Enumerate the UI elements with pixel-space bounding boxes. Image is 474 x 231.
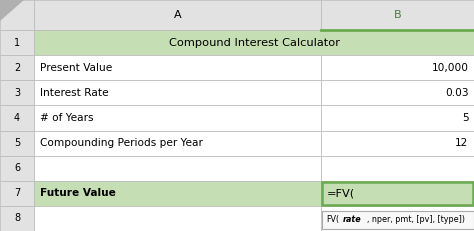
Bar [321,131,474,156]
Text: 8: 8 [14,213,20,223]
Text: Future Value: Future Value [40,188,116,198]
Text: 4: 4 [14,113,20,123]
Text: 10,000: 10,000 [431,63,468,73]
Bar [34,55,321,80]
Text: Compounding Periods per Year: Compounding Periods per Year [40,138,202,148]
Text: 7: 7 [14,188,20,198]
Bar [321,156,474,181]
Bar [0,181,34,206]
Bar [321,105,474,131]
Bar [321,0,474,30]
Bar [0,156,34,181]
Bar [34,131,321,156]
Text: # of Years: # of Years [40,113,93,123]
Text: B: B [393,10,401,20]
Bar [321,80,474,105]
Bar [0,80,34,105]
Bar [34,105,321,131]
Text: 0.03: 0.03 [445,88,468,98]
Bar [0,55,34,80]
Bar [34,80,321,105]
Bar [0,206,34,231]
Bar [321,206,474,231]
Text: Interest Rate: Interest Rate [40,88,108,98]
Text: =FV(: =FV( [327,188,355,198]
Text: FV(: FV( [326,216,339,225]
Text: 3: 3 [14,88,20,98]
Bar [0,30,34,55]
Text: 2: 2 [14,63,20,73]
Text: , nper, pmt, [pv], [type]): , nper, pmt, [pv], [type]) [367,216,465,225]
Text: 12: 12 [455,138,468,148]
Bar [34,30,474,55]
Bar [34,206,321,231]
Text: 6: 6 [14,163,20,173]
Text: Compound Interest Calculator: Compound Interest Calculator [169,38,339,48]
Bar [0,131,34,156]
Bar [34,156,321,181]
Bar [322,182,473,205]
Polygon shape [0,0,24,21]
Bar [0,0,34,30]
Text: 1: 1 [14,38,20,48]
FancyBboxPatch shape [322,211,474,229]
Text: rate: rate [343,216,361,225]
Text: Present Value: Present Value [40,63,112,73]
Bar [321,181,474,206]
Text: 5: 5 [14,138,20,148]
Bar [34,181,321,206]
Bar [34,0,321,30]
Bar [0,105,34,131]
Text: 5: 5 [462,113,468,123]
Bar [321,55,474,80]
Text: A: A [173,10,182,20]
